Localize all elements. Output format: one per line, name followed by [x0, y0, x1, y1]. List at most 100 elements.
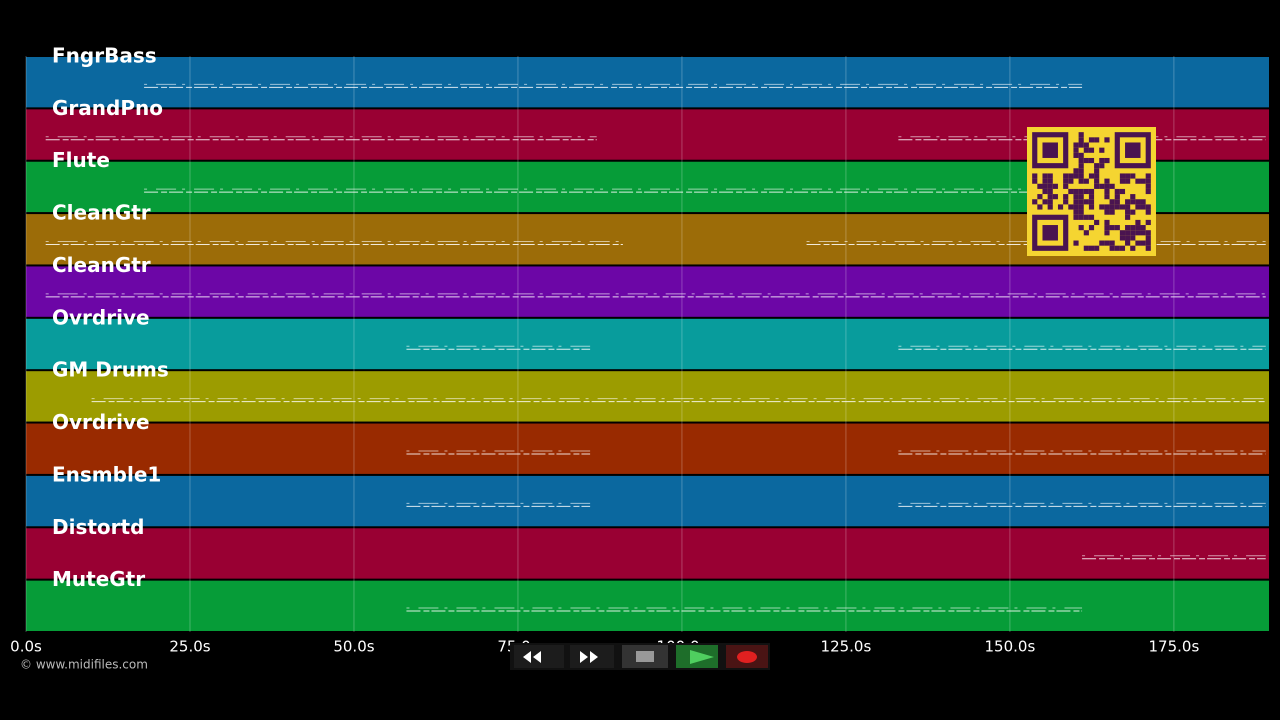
qr-cell — [1119, 235, 1126, 241]
qr-cell — [1140, 240, 1146, 246]
qr-cell — [1119, 173, 1126, 179]
qr-cell — [1073, 240, 1079, 246]
qr-cell — [1145, 209, 1151, 215]
qr-cell — [1047, 188, 1053, 195]
track-band — [26, 371, 1269, 422]
note-span — [1082, 555, 1266, 560]
qr-cell — [1073, 152, 1079, 158]
qr-cell — [1130, 235, 1136, 241]
qr-cell — [1114, 204, 1120, 210]
qr-cell — [1140, 230, 1146, 236]
stop-button[interactable] — [622, 645, 668, 668]
qr-cell — [1078, 173, 1084, 179]
qr-cell — [1130, 194, 1136, 200]
qr-cell — [1109, 199, 1115, 205]
qr-cell — [1083, 214, 1089, 220]
qr-cell — [1099, 163, 1105, 169]
qr-cell — [1078, 142, 1084, 148]
qr-cell — [1083, 199, 1089, 205]
qr-cell — [1088, 137, 1095, 143]
qr-cell — [1078, 168, 1084, 174]
qr-cell — [1125, 225, 1131, 231]
qr-cell — [1052, 194, 1058, 200]
note-span — [91, 398, 1266, 403]
qr-cell — [1114, 199, 1120, 205]
qr-cell — [1145, 235, 1151, 241]
qr-cell — [1042, 183, 1048, 189]
qr-cell — [1037, 204, 1043, 210]
qr-cell — [1135, 219, 1141, 226]
qr-cell — [1073, 147, 1079, 153]
qr-cell — [1140, 178, 1146, 184]
note-span — [45, 136, 597, 141]
qr-cell — [1068, 188, 1074, 195]
qr-cell — [1094, 137, 1100, 143]
qr-cell — [1063, 173, 1069, 179]
qr-cell — [1047, 199, 1053, 205]
note-span — [45, 241, 623, 246]
qr-cell — [1145, 188, 1151, 195]
qr-cell — [1125, 235, 1131, 241]
qr-cell — [1032, 199, 1038, 205]
qr-cell — [1135, 204, 1141, 210]
qr-cell — [1068, 178, 1074, 184]
qr-cell — [1094, 178, 1100, 184]
qr-cell — [1078, 152, 1084, 158]
qr-cell — [1104, 194, 1110, 200]
qr-cell — [1125, 209, 1131, 215]
qr-cell — [1145, 240, 1151, 246]
note-span — [406, 502, 591, 507]
qr-cell — [1088, 173, 1095, 179]
x-tick-label: 0.0s — [10, 638, 42, 656]
qr-cell — [1042, 199, 1048, 205]
qr-cell — [1088, 245, 1095, 251]
qr-cell — [1125, 178, 1131, 184]
qr-cell — [1135, 240, 1141, 246]
qr-finder — [1042, 142, 1058, 158]
qr-cell — [1073, 142, 1079, 148]
qr-cell — [1078, 157, 1084, 164]
qr-cell — [1145, 173, 1151, 179]
qr-cell — [1130, 230, 1136, 236]
qr-cell — [1047, 204, 1053, 210]
qr-cell — [1114, 245, 1120, 251]
qr-cell — [1078, 163, 1084, 169]
qr-cell — [1042, 173, 1048, 179]
qr-cell — [1104, 204, 1110, 210]
qr-cell — [1088, 188, 1095, 195]
qr-cell — [1083, 147, 1089, 153]
qr-cell — [1125, 199, 1131, 205]
qr-cell — [1125, 204, 1131, 210]
qr-cell — [1109, 245, 1115, 251]
play-button[interactable] — [676, 645, 718, 668]
qr-cell — [1125, 173, 1131, 179]
qr-cell — [1078, 137, 1084, 143]
qr-cell — [1083, 157, 1089, 164]
track-name: Distortd — [52, 515, 144, 539]
qr-cell — [1130, 173, 1136, 179]
qr-cell — [1130, 245, 1136, 251]
qr-cell — [1052, 183, 1058, 189]
x-tick-label: 175.0s — [1149, 638, 1200, 656]
qr-cell — [1140, 204, 1146, 210]
note-span — [45, 293, 1266, 298]
qr-cell — [1104, 183, 1110, 189]
qr-cell — [1094, 168, 1100, 174]
record-button[interactable] — [726, 645, 768, 668]
track-name: Ovrdrive — [52, 305, 150, 329]
qr-cell — [1094, 219, 1100, 226]
qr-cell — [1073, 168, 1079, 174]
qr-code — [1027, 127, 1156, 256]
qr-cell — [1104, 137, 1110, 143]
qr-cell — [1083, 178, 1089, 184]
qr-cell — [1145, 204, 1151, 210]
note-span — [406, 607, 1083, 612]
rewind-button[interactable] — [514, 645, 564, 668]
track-name: GM Drums — [52, 358, 169, 382]
forward-button[interactable] — [570, 645, 614, 668]
qr-cell — [1073, 194, 1079, 200]
qr-cell — [1032, 178, 1038, 184]
qr-cell — [1099, 204, 1105, 210]
track-band — [26, 475, 1269, 527]
qr-cell — [1078, 188, 1084, 195]
